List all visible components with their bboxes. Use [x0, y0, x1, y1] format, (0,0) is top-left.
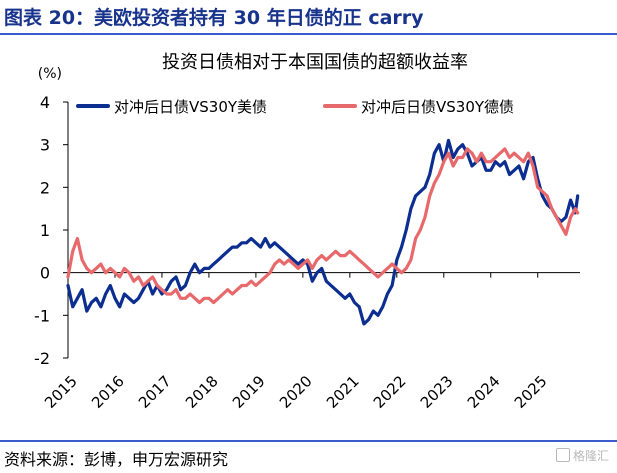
- watermark: 格隆汇: [555, 447, 609, 464]
- figure-caption: 图表 20：美欧投资者持有 30 年日债的正 carry: [4, 7, 424, 29]
- watermark-text: 格隆汇: [572, 449, 609, 463]
- chart-legend: 对冲后日债VS30Y美债 对冲后日债VS30Y德债: [76, 98, 514, 116]
- y-tick-label: 1: [40, 221, 50, 240]
- series-line-1: [66, 138, 580, 326]
- line-chart: 投资日债相对于本国国债的超额收益率 (%) 对冲后日债VS30Y美债 对冲后日债V…: [34, 52, 580, 412]
- x-tick-label: 2019: [229, 372, 269, 412]
- x-tick-label: 2025: [511, 372, 551, 412]
- x-tick-label: 2022: [370, 372, 410, 412]
- source-note: 资料来源：彭博，申万宏源研究: [4, 450, 229, 469]
- x-tick-label: 2024: [464, 372, 504, 412]
- x-tick-label: 2023: [417, 372, 457, 412]
- x-tick-label: 2017: [135, 372, 175, 412]
- y-tick-label: 0: [40, 264, 50, 283]
- legend-label-2: 对冲后日债VS30Y德债: [361, 98, 514, 116]
- footer-divider: [0, 440, 617, 442]
- x-tick-label: 2020: [276, 372, 316, 412]
- x-tick-label: 2016: [88, 372, 128, 412]
- y-tick-label: 4: [40, 93, 50, 112]
- y-tick-label: 2: [40, 178, 50, 197]
- chart-title: 投资日债相对于本国国债的超额收益率: [162, 52, 468, 73]
- x-tick-label: 2015: [41, 372, 81, 412]
- header-divider: [0, 33, 617, 35]
- legend-label-1: 对冲后日债VS30Y美债: [114, 98, 267, 116]
- watermark-logo-icon: [555, 448, 570, 462]
- series-layer: [66, 138, 580, 326]
- report-footer: 资料来源：彭博，申万宏源研究 格隆汇: [0, 440, 617, 473]
- report-header: 图表 20：美欧投资者持有 30 年日债的正 carry: [0, 0, 617, 35]
- y-axis-unit-label: (%): [38, 66, 62, 82]
- x-tick-label: 2018: [182, 372, 222, 412]
- series-line-2: [66, 147, 580, 305]
- x-tick-label: 2021: [323, 372, 363, 412]
- y-tick-label: -2: [34, 349, 50, 368]
- y-tick-label: -1: [34, 306, 50, 325]
- y-tick-label: 3: [40, 136, 50, 155]
